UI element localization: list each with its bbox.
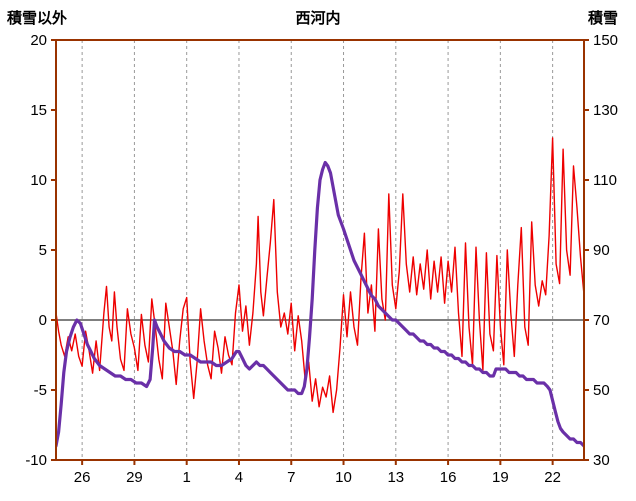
- x-axis-tick-label: 1: [183, 469, 191, 486]
- left-axis-title: 積雪以外: [7, 10, 68, 27]
- right-axis-title: 積雪: [587, 10, 618, 27]
- series-line-snow-depth: [56, 160, 584, 448]
- left-axis-tick-label: 15: [30, 102, 47, 119]
- x-axis-tick-label: 16: [440, 469, 457, 486]
- left-axis-tick-label: -5: [34, 382, 47, 399]
- x-axis-tick-label: 7: [287, 469, 295, 486]
- right-axis-tick-label: 150: [593, 32, 618, 49]
- plot-frame: [55, 39, 585, 461]
- x-axis-tick-label: 19: [492, 469, 509, 486]
- right-axis-tick-label: 130: [593, 102, 618, 119]
- x-axis-tick-label: 10: [335, 469, 352, 486]
- right-axis-tick-label: 50: [593, 382, 610, 399]
- x-axis-tick-label: 26: [74, 469, 91, 486]
- chart-title: 西河内: [295, 10, 341, 27]
- right-axis-tick-label: 30: [593, 452, 610, 469]
- right-axis-tick-label: 70: [593, 312, 610, 329]
- right-axis-tick-label: 110: [593, 172, 617, 189]
- x-axis-tick-label: 22: [544, 469, 561, 486]
- x-axis-tick-label: 13: [387, 469, 404, 486]
- x-axis-tick-label: 29: [126, 469, 143, 486]
- series-line-temperature: [56, 137, 584, 414]
- left-axis-tick-label: 20: [30, 32, 47, 49]
- left-axis-tick-label: 10: [30, 172, 47, 189]
- left-axis-tick-label: 0: [39, 312, 47, 329]
- x-axis-tick-label: 4: [235, 469, 243, 486]
- right-axis-tick-label: 90: [593, 242, 610, 259]
- left-axis-tick-label: 5: [39, 242, 47, 259]
- left-axis-tick-label: -10: [25, 452, 47, 469]
